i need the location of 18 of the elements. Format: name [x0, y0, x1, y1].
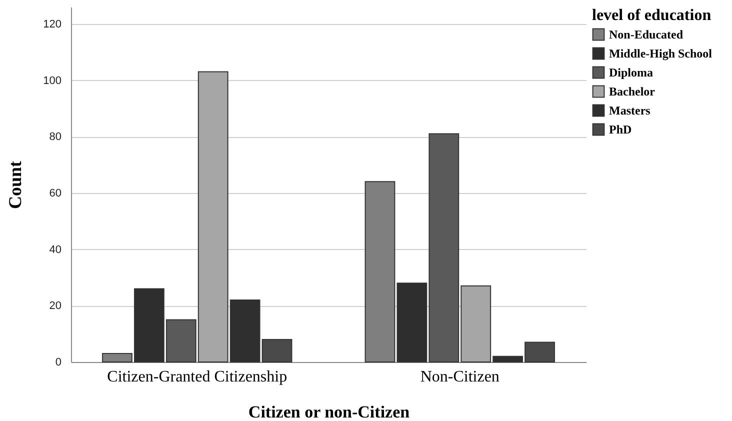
x-axis-title: Citizen or non-Citizen: [248, 402, 410, 421]
legend-label: Middle-High School: [609, 46, 713, 60]
y-tick-label: 0: [55, 356, 62, 368]
legend-label: PhD: [609, 122, 632, 136]
y-tick-label: 40: [49, 244, 62, 256]
y-axis-title: Count: [5, 160, 26, 210]
legend-label: Non-Educated: [609, 28, 684, 42]
legend-title: level of education: [592, 7, 712, 24]
y-tick-label: 100: [43, 74, 62, 87]
y-tick-label: 120: [43, 18, 62, 30]
legend-label: Diploma: [609, 66, 654, 80]
x-tick-label: Citizen-Granted Citizenship: [107, 368, 288, 386]
y-tick-label: 60: [49, 187, 62, 200]
y-tick-label: 20: [49, 300, 62, 312]
legend-label: Masters: [609, 104, 651, 118]
y-tick-label: 80: [49, 131, 62, 144]
x-tick-label: Non-Citizen: [420, 368, 500, 386]
legend-label: Bachelor: [609, 84, 656, 98]
